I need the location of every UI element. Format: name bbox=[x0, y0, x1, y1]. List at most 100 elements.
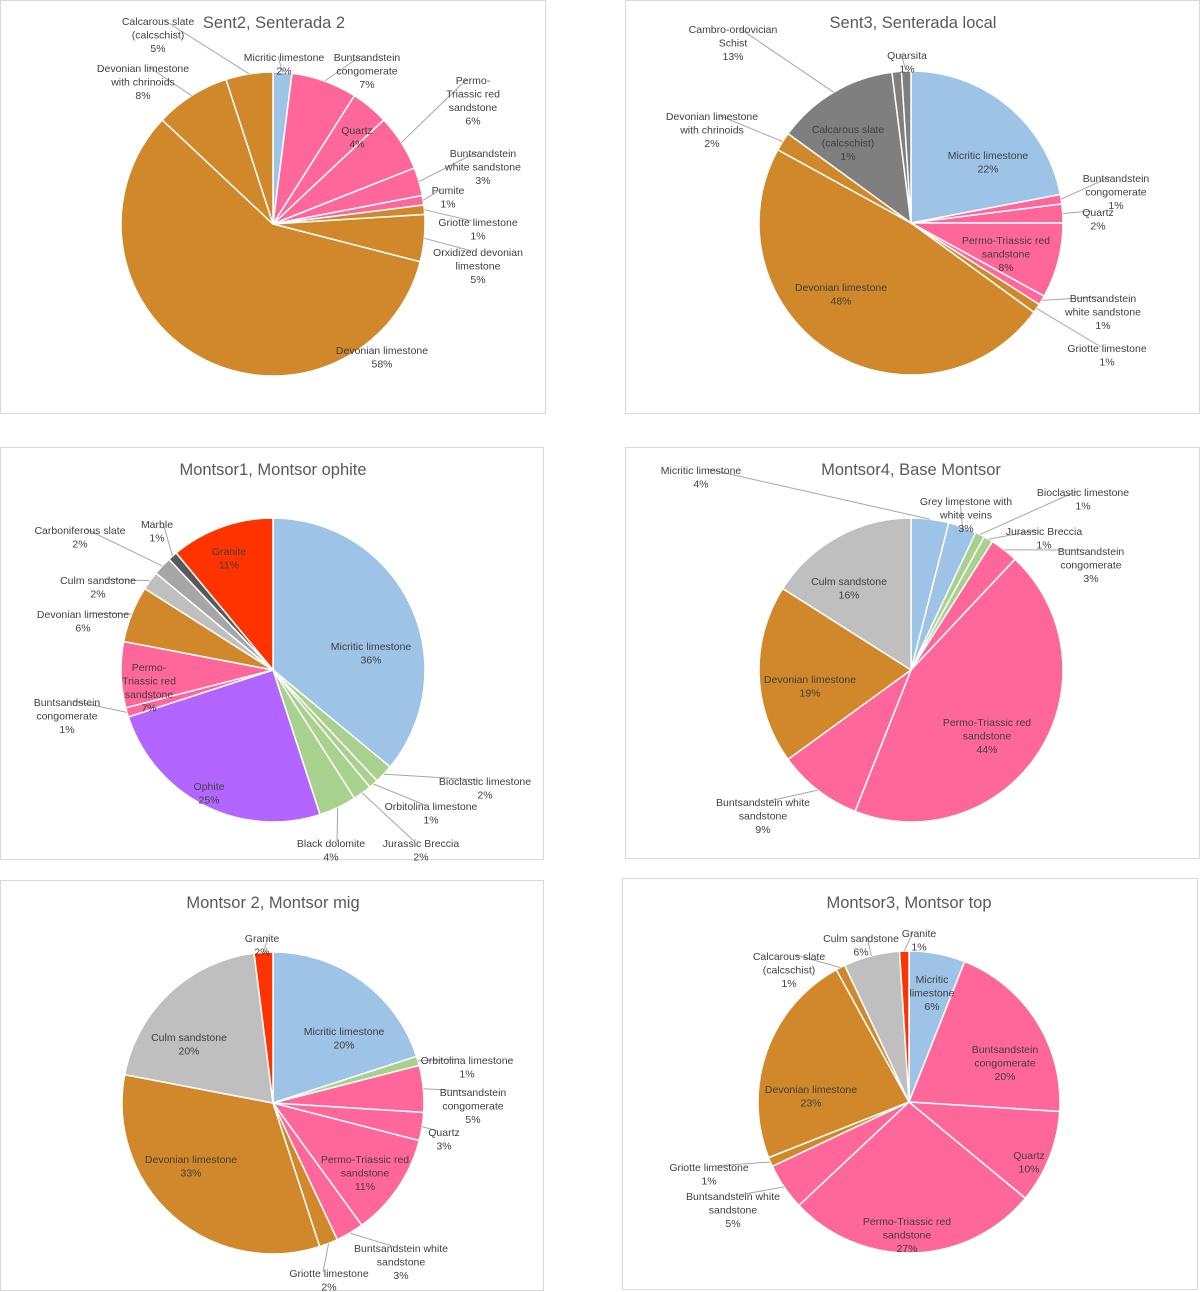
slice-value: 1% bbox=[1075, 501, 1090, 513]
slice-value: 4% bbox=[693, 479, 708, 491]
slice-value: 1% bbox=[781, 978, 796, 990]
slice-value: 7% bbox=[141, 703, 156, 715]
slice-value: 5% bbox=[465, 1114, 480, 1126]
slice-value: 1% bbox=[440, 199, 455, 211]
slice-value: 6% bbox=[75, 623, 90, 635]
slice-value: 20% bbox=[178, 1046, 199, 1058]
slice-value: 3% bbox=[475, 175, 490, 187]
slice-value: 1% bbox=[149, 533, 164, 545]
slice-value: 2% bbox=[276, 66, 291, 78]
chart-title: Montsor 2, Montsor mig bbox=[186, 894, 359, 912]
slice-value: 1% bbox=[59, 724, 74, 736]
slice-value: 5% bbox=[150, 43, 165, 55]
chart-panel-montsor4: Montsor4, Base Montsor Micritic limeston… bbox=[625, 447, 1200, 859]
slice-value: 7% bbox=[359, 79, 374, 91]
slice-value: 13% bbox=[722, 51, 743, 63]
slice-value: 8% bbox=[135, 90, 150, 102]
pie-chart-montsor2: Montsor 2, Montsor mig Micritic limeston… bbox=[1, 881, 545, 1292]
slice-value: 1% bbox=[701, 1176, 716, 1188]
slice-value: 10% bbox=[1018, 1164, 1039, 1176]
slice-value: 1% bbox=[1095, 320, 1110, 332]
slice-value: 4% bbox=[349, 139, 364, 151]
slice-value: 6% bbox=[465, 116, 480, 128]
slice-value: 2% bbox=[704, 138, 719, 150]
leader-line bbox=[337, 808, 338, 843]
slice-value: 5% bbox=[470, 274, 485, 286]
slice-value: 2% bbox=[477, 790, 492, 802]
slice-value: 1% bbox=[840, 151, 855, 163]
slice-value: 9% bbox=[755, 824, 770, 836]
pie-slices bbox=[759, 518, 1063, 822]
slice-value: 33% bbox=[180, 1168, 201, 1180]
slice-value: 27% bbox=[896, 1243, 917, 1255]
slice-value: 5% bbox=[725, 1218, 740, 1230]
slice-value: 1% bbox=[899, 64, 914, 76]
chart-title: Montsor4, Base Montsor bbox=[821, 461, 1001, 479]
pie-chart-montsor1: Montsor1, Montsor ophite Micritic limest… bbox=[1, 448, 545, 861]
slice-value: 1% bbox=[1099, 357, 1114, 369]
pie-chart-montsor4: Montsor4, Base Montsor Micritic limeston… bbox=[626, 448, 1200, 860]
slice-value: 25% bbox=[198, 795, 219, 807]
slice-label-calcarous-slate-calcschist: Calcarous slate(calcschist)5% bbox=[122, 16, 195, 55]
chart-title: Montsor1, Montsor ophite bbox=[179, 461, 366, 479]
slice-value: 1% bbox=[911, 942, 926, 954]
pie-slices bbox=[121, 72, 425, 376]
pie-slices bbox=[121, 518, 425, 822]
slice-value: 48% bbox=[830, 296, 851, 308]
slice-value: 2% bbox=[1090, 221, 1105, 233]
chart-title: Montsor3, Montsor top bbox=[826, 894, 991, 912]
slice-value: 22% bbox=[977, 164, 998, 176]
slice-value: 44% bbox=[976, 744, 997, 756]
chart-title: Sent2, Senterada 2 bbox=[203, 14, 345, 32]
slice-value: 3% bbox=[436, 1141, 451, 1153]
slice-value: 2% bbox=[72, 539, 87, 551]
slice-value: 1% bbox=[423, 815, 438, 827]
slice-value: 23% bbox=[800, 1098, 821, 1110]
slice-value: 2% bbox=[254, 947, 269, 959]
slice-value: 8% bbox=[998, 262, 1013, 274]
slice-value: 2% bbox=[321, 1282, 336, 1292]
slice-value: 11% bbox=[219, 560, 239, 572]
slice-value: 36% bbox=[360, 655, 381, 667]
slice-value: 19% bbox=[799, 688, 820, 700]
slice-value: 3% bbox=[1083, 573, 1098, 585]
pie-slices bbox=[122, 952, 424, 1254]
slice-value: 16% bbox=[838, 590, 859, 602]
slice-value: 6% bbox=[853, 947, 868, 959]
chart-panel-montsor1: Montsor1, Montsor ophite Micritic limest… bbox=[0, 447, 544, 860]
chart-title: Sent3, Senterada local bbox=[830, 14, 997, 32]
slice-value: 3% bbox=[393, 1270, 408, 1282]
pie-chart-sent3: Sent3, Senterada local Micritic limeston… bbox=[626, 1, 1200, 415]
